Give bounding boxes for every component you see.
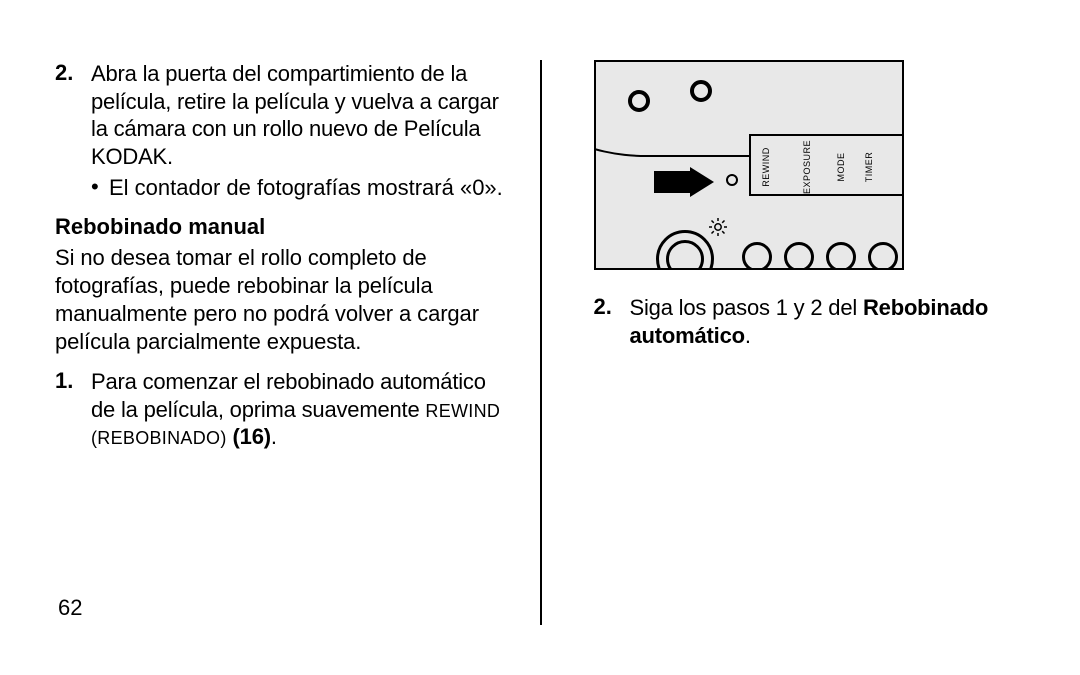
list-text: Abra la puerta del compartimiento de la … <box>91 60 514 170</box>
label-exposure: EXPOSURE <box>802 137 812 197</box>
button-mode <box>826 242 856 270</box>
heading-rebobinado-manual: Rebobinado manual <box>55 214 514 240</box>
list-item-2: 2. Abra la puerta del compartimiento de … <box>55 60 514 202</box>
paragraph: Si no desea tomar el rollo completo de f… <box>55 244 514 357</box>
bullet-marker: • <box>91 174 109 202</box>
camera-diagram: REWIND EXPOSURE MODE TIMER <box>594 60 904 270</box>
manual-page: 2. Abra la puerta del compartimiento de … <box>0 0 1080 675</box>
button-exposure <box>784 242 814 270</box>
list-number: 2. <box>55 60 91 202</box>
bullet-text: El contador de fotografías mostrará «0». <box>109 174 503 202</box>
label-mode: MODE <box>836 137 846 197</box>
list-text: Para comenzar el rebobinado automático d… <box>91 368 514 451</box>
column-divider <box>540 60 542 625</box>
page-number: 62 <box>58 595 82 621</box>
left-column: 2. Abra la puerta del compartimiento de … <box>55 60 544 655</box>
list-item-2-right: 2. Siga los pasos 1 y 2 del Rebobinado a… <box>594 294 1033 349</box>
dial-button-inner <box>666 240 704 270</box>
list-body: Para comenzar el rebobinado automático d… <box>91 368 514 451</box>
list-number: 2. <box>594 294 630 349</box>
label-timer: TIMER <box>864 137 874 197</box>
list-body: Abra la puerta del compartimiento de la … <box>91 60 514 202</box>
list-number: 1. <box>55 368 91 451</box>
button-timer <box>868 242 898 270</box>
list-item-1: 1. Para comenzar el rebobinado automátic… <box>55 368 514 451</box>
arrow-icon <box>654 167 714 197</box>
label-rewind: REWIND <box>761 137 771 197</box>
list-text: Siga los pasos 1 y 2 del Rebobinado auto… <box>630 294 1033 349</box>
list-body: Siga los pasos 1 y 2 del Rebobinado auto… <box>630 294 1033 349</box>
label-plate: REWIND EXPOSURE MODE TIMER <box>749 134 904 196</box>
sun-icon <box>709 218 727 236</box>
screw-icon <box>628 90 650 112</box>
button-rewind <box>742 242 772 270</box>
rewind-pin <box>726 174 738 186</box>
right-column: REWIND EXPOSURE MODE TIMER <box>544 60 1033 655</box>
period: . <box>745 323 751 348</box>
bullet: • El contador de fotografías mostrará «0… <box>91 174 514 202</box>
step2-text: Siga los pasos 1 y 2 del <box>630 295 863 320</box>
screw-icon <box>690 80 712 102</box>
ref-number: (16) <box>227 424 271 449</box>
period: . <box>271 424 277 449</box>
